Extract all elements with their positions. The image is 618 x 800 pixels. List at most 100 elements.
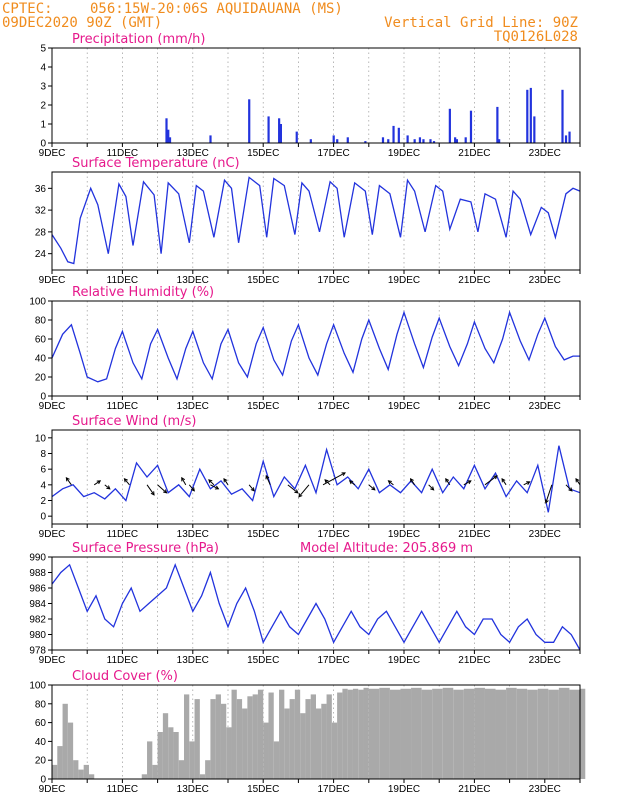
y-tick-label: 0 [40, 139, 46, 150]
x-tick-label: 9DEC [39, 401, 66, 412]
cloud-cover-bar [358, 689, 364, 779]
x-tick-label: 15DEC [247, 148, 279, 159]
cloud-cover-bar [558, 687, 570, 779]
panel-frame [51, 47, 581, 144]
panel-title-temp: Surface Temperature (nC) [72, 156, 240, 171]
cloud-cover-bar [247, 696, 253, 779]
cloud-cover-bar [389, 689, 401, 779]
y-tick-label: 80 [35, 699, 47, 710]
panel-title-rh: Relative Humidity (%) [72, 285, 214, 300]
precip-bar [568, 131, 571, 143]
precip-bar [454, 137, 457, 143]
cloud-cover-bar [337, 692, 343, 779]
precip-bar [364, 141, 367, 143]
x-tick-label: 15DEC [247, 401, 279, 412]
cloud-cover-bar [326, 694, 332, 779]
panel-frame [51, 171, 581, 271]
panel-temp: 24 28 32 36 9DEC 11DEC 13DEC 15DEC 17DEC 19DEC 21D… [35, 156, 581, 286]
cloud-cover-bar [289, 699, 295, 779]
x-tick-label: 21DEC [458, 275, 490, 286]
cloud-cover-bar [379, 687, 390, 779]
y-tick-label: 40 [35, 737, 47, 748]
precip-bar [406, 135, 409, 143]
cloud-cover-bar [294, 689, 301, 779]
y-tick-label: 60 [35, 718, 47, 729]
y-tick-label: 80 [35, 316, 47, 327]
precip-bar [418, 137, 422, 143]
wind-arrow [463, 480, 472, 486]
x-tick-label: 19DEC [388, 401, 420, 412]
wind-arrow [210, 484, 220, 490]
cloud-cover-bar [173, 732, 179, 779]
precip-bar [209, 135, 212, 143]
y-tick-label: 100 [29, 681, 46, 692]
wind-arrow [265, 474, 271, 486]
cloud-cover-bar [363, 687, 369, 779]
x-tick-label: 23DEC [529, 275, 561, 286]
cloud-cover-bar [57, 746, 63, 779]
x-tick-label: 19DEC [388, 529, 420, 540]
x-tick-label: 9DEC [39, 529, 66, 540]
cloud-cover-bar [168, 727, 174, 779]
y-tick-label: 20 [35, 756, 47, 767]
wind-arrow [157, 484, 168, 494]
x-tick-label: 9DEC [39, 275, 66, 286]
x-tick-label: 15DEC [247, 275, 279, 286]
cloud-cover-bar [52, 764, 58, 779]
y-tick-label: 8 [40, 449, 46, 460]
y-tick-label: 36 [35, 184, 47, 195]
wind-arrow [181, 476, 187, 486]
x-tick-label: 19DEC [388, 784, 420, 795]
wind-arrow [322, 472, 346, 486]
wind-arrow [523, 481, 531, 486]
cloud-cover-bar [184, 694, 190, 779]
y-tick-label: 1 [40, 120, 46, 131]
precip-bar [392, 125, 395, 143]
x-tick-label: 11DEC [107, 655, 139, 666]
cloud-cover-bar [152, 764, 158, 779]
wind-arrow [324, 479, 331, 486]
cloud-cover-bar [342, 688, 348, 779]
y-tick-label: 60 [35, 335, 47, 346]
precip-bar [381, 137, 385, 143]
cloud-cover-bar [147, 741, 153, 779]
panel-title-precip: Precipitation (mm/h) [72, 32, 205, 47]
x-tick-label: 11DEC [107, 529, 139, 540]
cloud-cover-bar [516, 688, 528, 779]
precip-bar [464, 137, 467, 143]
x-tick-label: 17DEC [317, 275, 349, 286]
x-tick-label: 13DEC [177, 529, 209, 540]
x-tick-label: 23DEC [529, 655, 561, 666]
panels: 0 1 2 3 4 5 9DEC 11DEC 13DEC 15DEC 17DEC 19DEC 21DEC… [29, 32, 586, 795]
panel-frame [51, 429, 581, 525]
x-tick-label: 17DEC [317, 784, 349, 795]
precip-bar [561, 89, 564, 143]
precip-bar [422, 139, 425, 143]
cloud-cover-bar [421, 689, 433, 779]
wind-arrow [387, 480, 394, 486]
precip-bar [168, 137, 172, 143]
cloud-cover-bar [442, 687, 454, 779]
cloud-cover-bar [368, 688, 380, 779]
cloud-cover-bar [537, 688, 549, 779]
y-tick-label: 28 [35, 227, 47, 238]
y-tick-label: 4 [40, 480, 46, 491]
cloud-cover-bar [226, 727, 232, 779]
y-tick-label: 0 [40, 512, 46, 523]
wind-arrow [445, 477, 451, 486]
x-tick-label: 11DEC [107, 401, 139, 412]
x-tick-label: 21DEC [458, 784, 490, 795]
cloud-cover-bar [205, 760, 211, 779]
x-tick-label: 21DEC [458, 401, 490, 412]
y-tick-label: 3 [40, 82, 46, 93]
cloud-cover-bar [78, 769, 84, 779]
cloud-cover-bar [178, 760, 184, 779]
wind-arrow [65, 476, 72, 486]
cloud-cover-bar [347, 689, 353, 779]
wind-arrow [348, 480, 356, 486]
cloud-cover-bar [279, 689, 285, 779]
x-tick-label: 13DEC [177, 401, 209, 412]
wind-arrow [409, 477, 415, 486]
wind-arrow [104, 484, 111, 490]
cloud-cover-bar [474, 687, 485, 779]
